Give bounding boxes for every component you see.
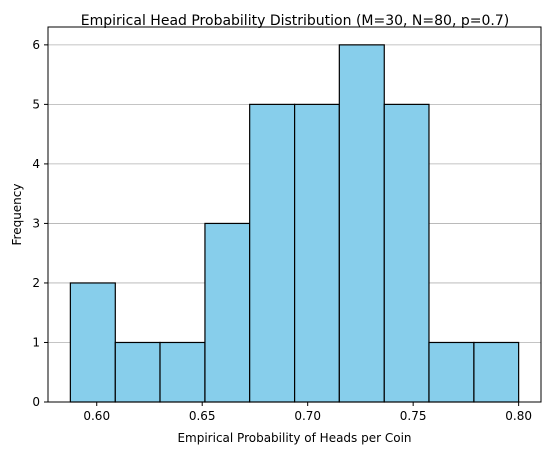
histogram-bar [383, 103, 430, 403]
y-tick-label: 6 [32, 38, 40, 52]
y-axis-ticks: 0 1 2 3 4 5 6 [32, 38, 48, 409]
y-tick-label: 4 [32, 157, 40, 171]
histogram-bar [338, 44, 385, 403]
x-tick-label: 0.70 [294, 409, 321, 423]
y-tick-label: 3 [32, 216, 40, 230]
histogram-bar [249, 103, 296, 403]
histogram-bar [294, 103, 340, 403]
histogram-bar [159, 341, 206, 403]
histogram-bar [204, 222, 251, 403]
y-tick-label: 1 [32, 335, 40, 349]
y-tick-label: 2 [32, 276, 40, 290]
x-axis-label: Empirical Probability of Heads per Coin [177, 431, 411, 445]
y-tick-label: 5 [32, 97, 40, 111]
histogram-bar [428, 341, 475, 403]
bars [69, 44, 520, 403]
y-tick-label: 0 [32, 395, 40, 409]
x-tick-label: 0.65 [189, 409, 216, 423]
x-tick-label: 0.75 [400, 409, 427, 423]
x-axis-ticks: 0.60 0.65 0.70 0.75 0.80 [83, 402, 532, 423]
histogram-bar [114, 341, 161, 403]
histogram-bar [69, 282, 116, 403]
plot-frame [47, 26, 542, 403]
x-tick-label: 0.60 [83, 409, 110, 423]
y-axis-label: Frequency [10, 184, 24, 246]
chart-title: Empirical Head Probability Distribution … [81, 13, 509, 29]
x-tick-label: 0.80 [505, 409, 532, 423]
histogram-bar [473, 341, 520, 403]
